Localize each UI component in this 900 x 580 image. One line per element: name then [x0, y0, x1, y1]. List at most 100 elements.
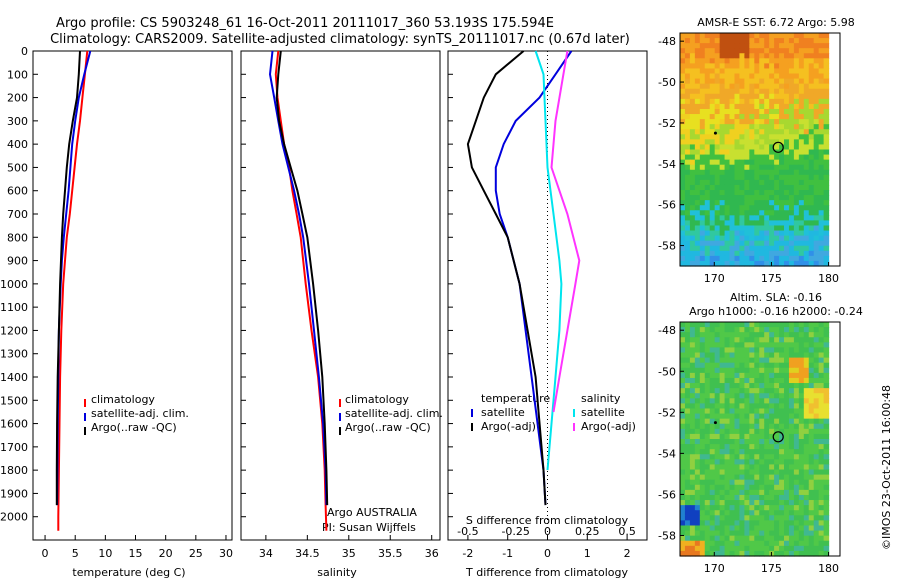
map-cell [719, 347, 726, 354]
map-cell [788, 327, 795, 333]
map-cell [769, 433, 775, 440]
map-cell [779, 149, 785, 156]
map-cell [823, 205, 830, 211]
map-cell [724, 327, 731, 333]
map-cell [744, 103, 750, 110]
map-cell [749, 439, 755, 445]
map-cell [808, 83, 815, 90]
map-cell [714, 479, 721, 486]
map-cell [808, 337, 815, 343]
map-cell [808, 98, 815, 105]
map-cell [813, 474, 820, 481]
map-cell [739, 225, 745, 232]
map-cell [788, 205, 795, 211]
map-cell [739, 393, 745, 399]
map-cell [734, 388, 741, 394]
map-cell [689, 43, 696, 49]
map-cell [764, 377, 770, 384]
map-cell [769, 38, 775, 44]
map-cell [818, 108, 825, 115]
map-cell [759, 154, 765, 161]
map-cell [680, 129, 686, 135]
map-cell [714, 78, 721, 85]
map-cell [709, 220, 716, 227]
map-cell [779, 489, 785, 496]
map-cell [719, 515, 726, 521]
map-cell [680, 200, 686, 206]
map-cell [759, 459, 765, 466]
map-cell [734, 215, 741, 222]
map-cell [749, 159, 755, 166]
map-cell [818, 327, 825, 333]
map-cell [699, 347, 706, 354]
map-cell [774, 240, 780, 247]
map-cell [823, 260, 830, 267]
map-cell [813, 159, 820, 166]
map-cell [823, 174, 830, 181]
map-cell [699, 535, 706, 542]
map-cell [818, 525, 825, 532]
map-cell [704, 200, 711, 206]
map-cell [729, 73, 736, 80]
map-cell [729, 469, 736, 476]
map-cell [813, 469, 820, 476]
map-cell [714, 98, 721, 105]
map-cell [793, 215, 800, 222]
map-cell [699, 540, 706, 547]
map-cell [704, 124, 711, 130]
salinity-diff-tick-label: 0.5 [618, 525, 636, 538]
map-cell [803, 68, 810, 75]
map-cell [699, 58, 706, 64]
map-cell [788, 510, 795, 516]
map-cell [788, 388, 795, 394]
map-cell [759, 347, 765, 354]
map-cell [734, 494, 741, 501]
map-cell [694, 220, 701, 227]
map-cell [739, 169, 745, 176]
map-cell [734, 129, 741, 135]
map-cell [694, 474, 701, 481]
map-cell [684, 362, 691, 369]
map-cell [754, 530, 760, 537]
map-cell [749, 454, 755, 460]
map-cell [694, 449, 701, 455]
map-cell [774, 200, 780, 206]
legend-climatology: climatology [91, 393, 155, 406]
map-cell [798, 114, 805, 120]
map-cell [813, 357, 820, 364]
map-cell [714, 108, 721, 115]
map-cell [680, 393, 686, 399]
map-cell [769, 210, 775, 216]
map-cell [724, 474, 731, 481]
map-cell [739, 93, 745, 100]
map-cell [689, 342, 696, 349]
map-cell [694, 347, 701, 354]
map-cell [719, 103, 726, 110]
map-cell [754, 169, 760, 176]
map-cell [764, 362, 770, 369]
map-cell [823, 454, 830, 460]
map-y-tick-label: -58 [658, 240, 676, 253]
map-cell [754, 408, 760, 415]
map-cell [803, 352, 810, 359]
map-cell [764, 357, 770, 364]
map-cell [759, 367, 765, 374]
map-cell [724, 139, 731, 146]
map-cell [729, 367, 736, 374]
legend-t-satellite: satellite [481, 406, 525, 419]
map-cell [818, 550, 825, 557]
map-cell [704, 58, 711, 64]
map-cell [714, 134, 721, 140]
map-cell [759, 494, 765, 501]
map-cell [793, 439, 800, 445]
map-cell [754, 230, 760, 237]
map-cell [808, 454, 815, 460]
map-cell [774, 535, 780, 542]
map-cell [680, 58, 686, 64]
map-cell [808, 139, 815, 146]
map-cell [793, 235, 800, 242]
map-cell [709, 73, 716, 80]
map-cell [699, 144, 706, 151]
map-cell [779, 347, 785, 354]
map-cell [704, 129, 711, 135]
